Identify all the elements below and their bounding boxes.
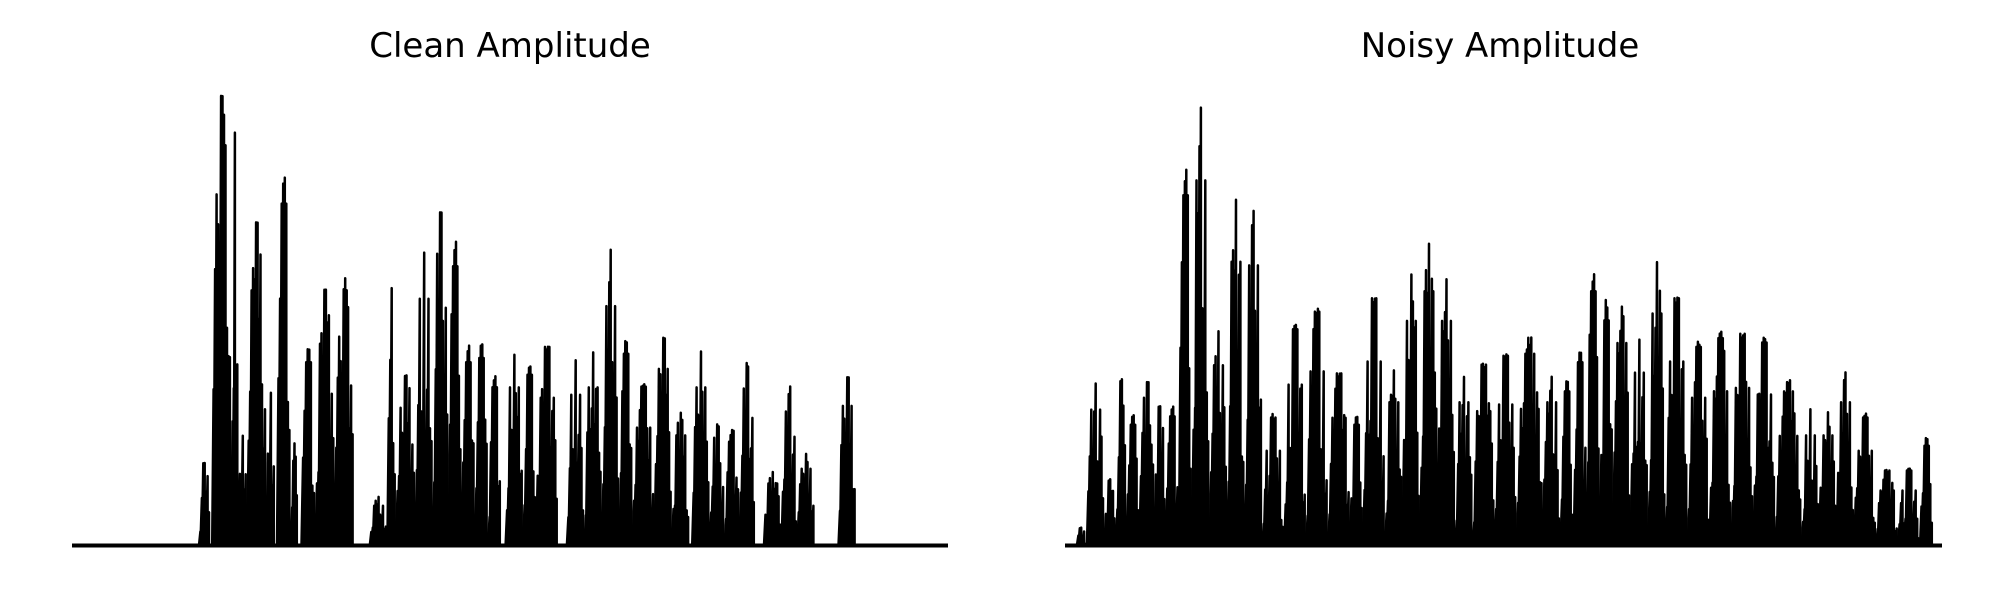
amplitude-burst — [1074, 526, 1089, 547]
amplitude-burst — [1559, 380, 1575, 547]
noisy-amplitude-panel: Noisy Amplitude — [1065, 26, 1942, 548]
noisy-amplitude-plot — [1065, 106, 1942, 548]
amplitude-burst — [1664, 296, 1689, 547]
amplitude-burst — [1598, 298, 1615, 547]
amplitude-burst — [386, 286, 398, 547]
amplitude-burst — [1918, 436, 1935, 547]
amplitude-burst — [1585, 272, 1602, 547]
amplitude-burst — [1752, 336, 1777, 547]
amplitude-burst — [1125, 413, 1141, 547]
amplitude-burst — [1225, 198, 1247, 547]
amplitude-burst — [1817, 410, 1839, 547]
amplitude-burst — [618, 339, 634, 547]
amplitude-burst — [1436, 278, 1457, 547]
amplitude-burst — [521, 365, 538, 547]
amplitude-burst — [1243, 209, 1264, 547]
amplitude-burst — [1835, 371, 1856, 547]
amplitude-burst — [565, 359, 586, 547]
amplitude-burst — [1853, 412, 1878, 547]
amplitude-burst — [1261, 412, 1286, 547]
amplitude-burst — [1164, 405, 1181, 547]
amplitude-burst — [1708, 330, 1733, 547]
amplitude-burst — [762, 470, 783, 547]
amplitude-burst — [1774, 378, 1803, 547]
clean-amplitude-title: Clean Amplitude — [369, 26, 651, 66]
amplitude-burst — [690, 350, 711, 547]
amplitude-burst — [460, 344, 477, 547]
amplitude-burst — [1572, 351, 1589, 547]
amplitude-burst — [1208, 330, 1229, 547]
noisy-amplitude-title: Noisy Amplitude — [1361, 26, 1640, 66]
amplitude-burst — [600, 248, 621, 547]
amplitude-burst — [368, 495, 389, 547]
amplitude-burst — [289, 442, 300, 547]
amplitude-burst — [1138, 380, 1156, 547]
amplitude-burst — [738, 361, 757, 547]
amplitude-burst — [1190, 106, 1211, 547]
amplitude-burst — [670, 411, 691, 547]
amplitude-burst — [1304, 307, 1330, 547]
amplitude-burst — [1686, 340, 1711, 547]
amplitude-burst — [535, 345, 560, 547]
amplitude-burst — [653, 336, 674, 547]
amplitude-burst — [447, 240, 464, 547]
amplitude-burst — [1283, 323, 1308, 547]
amplitude-burst — [394, 374, 417, 547]
amplitude-burst — [333, 276, 356, 547]
amplitude-burst — [1493, 353, 1518, 547]
amplitude-burst — [1177, 168, 1194, 547]
amplitude-burst — [1629, 338, 1650, 547]
amplitude-burst — [210, 94, 233, 547]
clean-amplitude-plot — [72, 94, 948, 548]
amplitude-burst — [1515, 336, 1545, 547]
clean-amplitude-panel: Clean Amplitude — [72, 26, 948, 548]
amplitude-burst — [1348, 415, 1365, 547]
amplitude-burst — [504, 353, 525, 547]
amplitude-burst — [1730, 332, 1755, 547]
amplitude-burst — [1471, 362, 1496, 547]
amplitude-burst — [245, 221, 268, 547]
amplitude-burst — [708, 423, 726, 547]
amplitude-burst — [197, 461, 212, 547]
amplitude-burst — [314, 288, 337, 547]
amplitude-burst — [631, 383, 656, 547]
amplitude-burst — [583, 351, 604, 547]
amplitude-burst — [1418, 242, 1439, 547]
amplitude-burst — [486, 375, 503, 547]
amplitude-burst — [1874, 468, 1900, 547]
amplitude-burst — [1114, 378, 1128, 547]
amplitude-burst — [1611, 305, 1632, 547]
amplitude-burst — [723, 428, 741, 547]
amplitude-burst — [414, 251, 435, 547]
amplitude-burst — [265, 391, 277, 547]
amplitude-burst — [300, 347, 317, 547]
amplitude-burst — [1646, 260, 1667, 547]
amplitude-burst — [1896, 467, 1922, 547]
amplitude-burst — [837, 376, 858, 547]
amplitude-burst — [237, 434, 249, 547]
amplitude-burst — [1326, 372, 1352, 547]
amplitude-burst — [780, 385, 799, 547]
amplitude-burst — [1800, 408, 1821, 547]
amplitude-burst — [1401, 273, 1422, 547]
amplitude-burst — [1103, 477, 1118, 547]
amplitude-burst — [1361, 297, 1387, 547]
amplitude-burst — [1153, 405, 1168, 547]
amplitude-burst — [431, 211, 450, 547]
amplitude-burst — [1383, 369, 1404, 547]
amplitude-burst — [473, 343, 490, 547]
amplitude-burst — [796, 452, 817, 547]
amplitude-burst — [1085, 382, 1106, 547]
amplitude-burst — [1454, 375, 1475, 547]
amplitude-burst — [275, 176, 293, 547]
amplitude-burst — [1541, 375, 1562, 547]
